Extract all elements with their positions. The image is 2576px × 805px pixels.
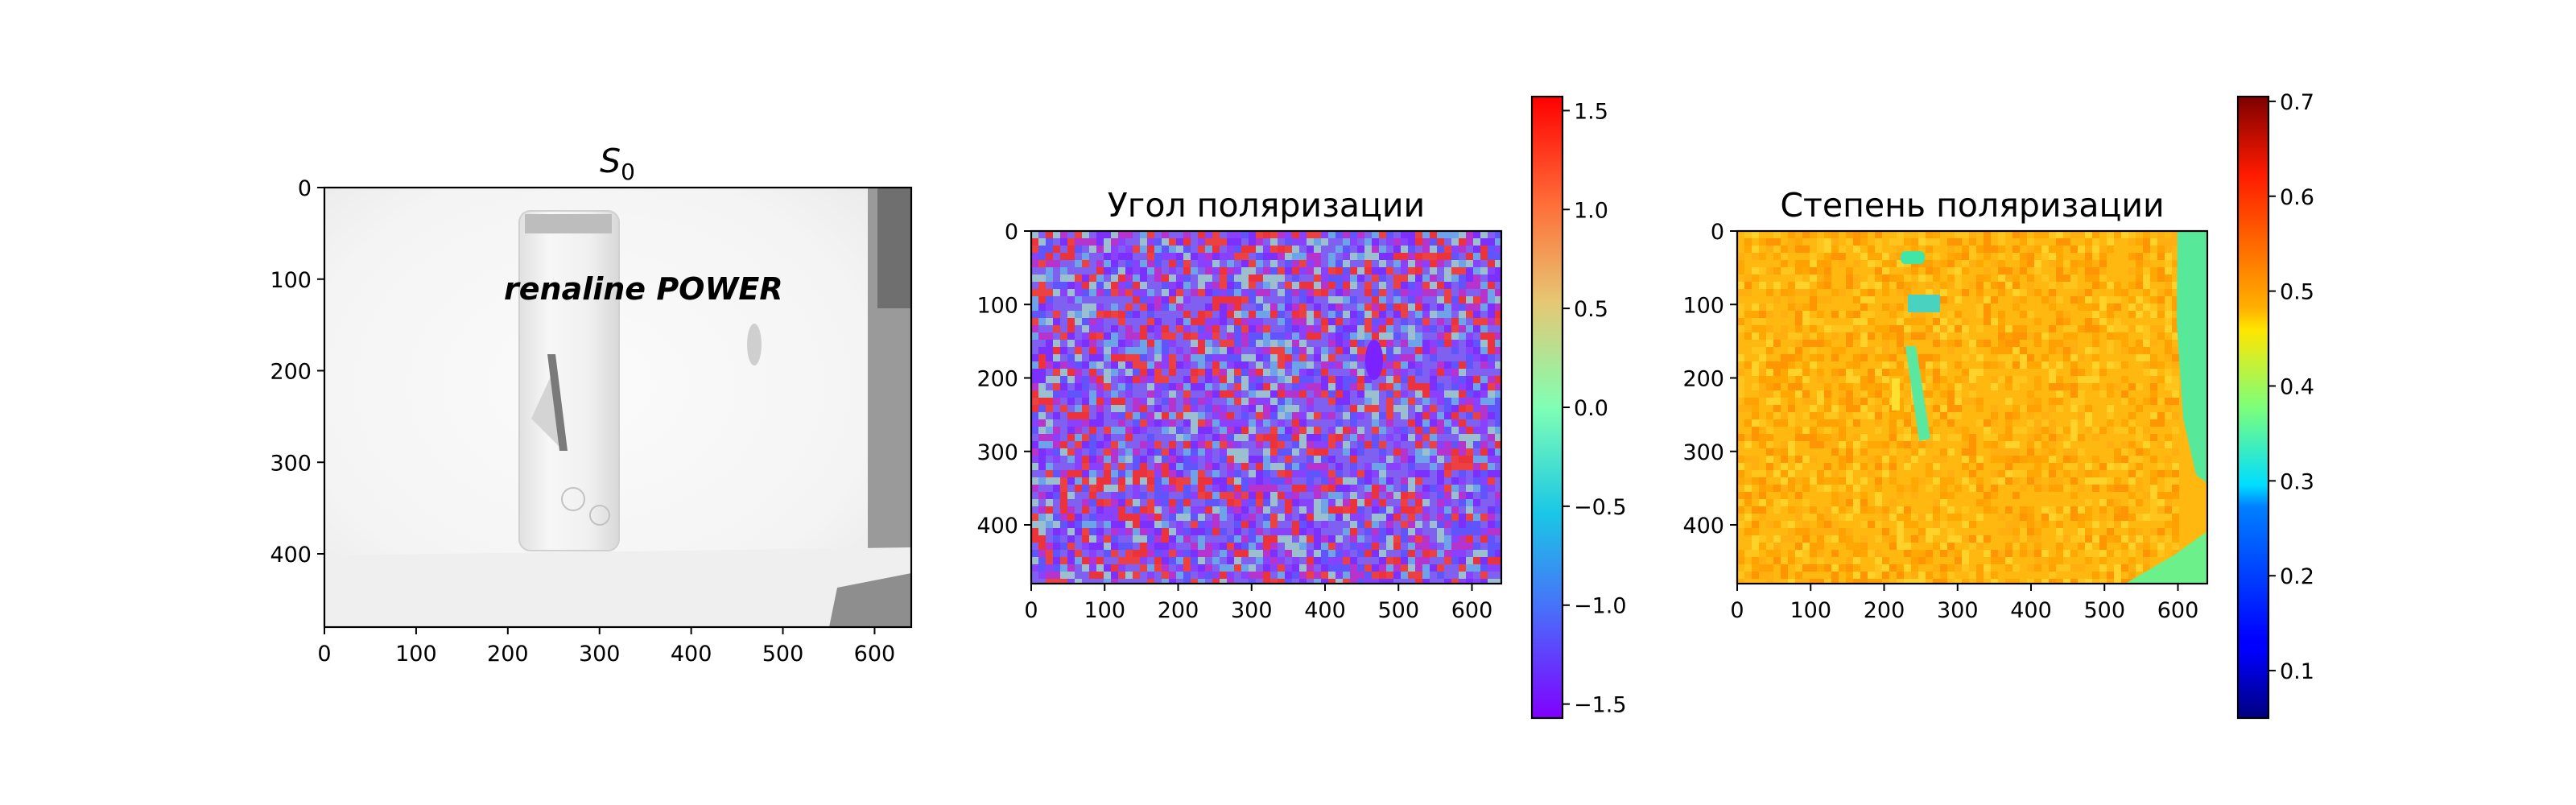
x-tick-label: 100: [395, 642, 437, 667]
panel-s0: S0 renaline POWER 0 100 200 300 400 500 600 0 10…: [270, 142, 913, 667]
angle-image: [1031, 231, 1501, 584]
x-tick-label: 300: [1937, 598, 1979, 623]
x-tick-label: 600: [2157, 598, 2199, 623]
x-tick-label: 300: [1231, 598, 1273, 623]
x-tick-label: 400: [1304, 598, 1346, 623]
y-tick-label: 100: [270, 268, 312, 293]
panel-title-degree: Степень поляризации: [1780, 186, 2164, 225]
x-tick-label: 0: [1024, 598, 1038, 623]
can-label-text: renaline POWER: [504, 271, 783, 307]
x-tick-label: 400: [671, 642, 712, 667]
x-tick-label: 0: [1730, 598, 1744, 623]
colorbar-tick-label: 0.7: [2280, 90, 2314, 115]
colorbar-tick-label: 0.2: [2280, 564, 2314, 589]
x-tick-label: 600: [854, 642, 896, 667]
colorbar-tick-label: 0.5: [2280, 280, 2314, 305]
x-tick-label: 100: [1084, 598, 1125, 623]
colorbar-angle: 1.5 1.0 0.5 0.0 −0.5 −1.0 −1.5: [1530, 95, 1627, 720]
colorbar-tick-label: −1.5: [1574, 693, 1627, 718]
colorbar-tick-label: 0.6: [2280, 185, 2314, 210]
degree-image: [1737, 231, 2207, 584]
colorbar-tick-label: 0.4: [2280, 374, 2314, 399]
panel-title-angle: Угол поляризации: [1108, 186, 1425, 225]
y-tick-label: 300: [1682, 440, 1724, 465]
x-tick-label: 200: [1158, 598, 1199, 623]
y-tick-label: 100: [1682, 293, 1724, 318]
x-tick-label: 200: [1864, 598, 1905, 623]
colorbar-tick-label: −1.0: [1574, 594, 1627, 619]
y-tick-label: 0: [1711, 220, 1724, 245]
colorbar-tick-label: 0.1: [2280, 659, 2314, 684]
y-tick-label: 300: [270, 451, 312, 476]
colorbar-tick-label: −0.5: [1574, 495, 1627, 520]
x-tick-label: 600: [1451, 598, 1493, 623]
x-tick-label: 500: [762, 642, 804, 667]
y-tick-label: 400: [270, 543, 312, 568]
x-tick-label: 500: [1377, 598, 1419, 623]
s0-image: renaline POWER: [324, 188, 911, 627]
x-tick-label: 200: [487, 642, 529, 667]
y-tick-label: 400: [1682, 514, 1724, 539]
colorbar-tick-label: 0.5: [1574, 297, 1608, 322]
y-tick-label: 200: [1682, 367, 1724, 392]
x-tick-label: 400: [2010, 598, 2052, 623]
y-tick-label: 200: [270, 360, 312, 385]
panel-angle: Угол поляризации 0 100 200 300 400 500 600 0 100…: [976, 95, 1627, 720]
x-tick-label: 0: [317, 642, 331, 667]
y-tick-label: 100: [976, 293, 1018, 318]
x-tick-label: 500: [2083, 598, 2125, 623]
colorbar-tick-label: 0.3: [2280, 469, 2314, 494]
colorbar-tick-label: 1.5: [1574, 99, 1608, 124]
panel-title-s0: S0: [600, 142, 635, 185]
y-tick-label: 0: [298, 176, 312, 201]
panel-degree: Степень поляризации 0 100 200 300 400 500 600 0…: [1682, 90, 2314, 720]
colorbar-tick-label: 0.0: [1574, 396, 1608, 421]
x-tick-label: 300: [579, 642, 621, 667]
x-tick-label: 100: [1790, 598, 1831, 623]
y-tick-label: 400: [976, 514, 1018, 539]
y-tick-label: 200: [976, 367, 1018, 392]
colorbar-tick-label: 1.0: [1574, 198, 1608, 223]
y-tick-label: 0: [1005, 220, 1018, 245]
colorbar-degree: 0.7 0.6 0.5 0.4 0.3 0.2 0.1: [2236, 90, 2314, 720]
y-tick-label: 300: [976, 440, 1018, 465]
